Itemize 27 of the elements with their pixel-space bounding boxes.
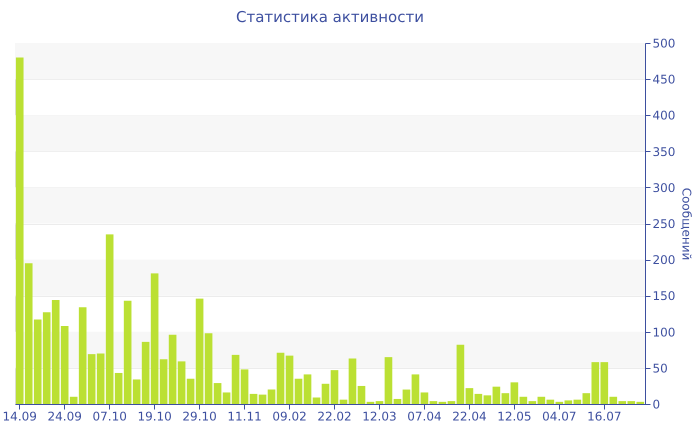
y-tick-label: 50 xyxy=(652,361,668,376)
x-tick-label: 22.02 xyxy=(317,410,352,424)
x-tick-label: 09.02 xyxy=(272,410,307,424)
x-tick-label: 14.09 xyxy=(2,410,37,424)
y-tick-label: 200 xyxy=(652,253,676,268)
x-tick-label: 07.10 xyxy=(92,410,127,424)
x-tick-label: 04.07 xyxy=(542,410,577,424)
y-tick-label: 350 xyxy=(652,144,676,159)
x-tick-label: 24.09 xyxy=(48,410,82,424)
x-tick-label: 07.04 xyxy=(407,410,442,424)
x-tick-label: 12.05 xyxy=(497,410,532,424)
x-tick-label: 12.03 xyxy=(362,410,397,424)
x-tick-label: 16.07 xyxy=(587,410,622,424)
y-tick-label: 500 xyxy=(652,36,676,50)
y-tick-label: 450 xyxy=(652,72,676,87)
y-tick-label: 100 xyxy=(652,325,676,340)
y-tick-label: 300 xyxy=(652,180,676,195)
y-tick-label: 400 xyxy=(652,108,676,123)
y-tick-label: 0 xyxy=(652,398,660,412)
y-tick-label: 150 xyxy=(652,289,676,304)
x-tick-label: 22.04 xyxy=(452,410,487,424)
x-tick-label: 19.10 xyxy=(137,410,172,424)
x-tick-label: 29.10 xyxy=(182,410,217,424)
chart-title: Статистика активности xyxy=(236,8,424,26)
x-tick-label: 11.11 xyxy=(227,410,262,424)
y-axis-title: Сообщений xyxy=(679,188,694,260)
y-tick-label: 250 xyxy=(652,217,676,231)
